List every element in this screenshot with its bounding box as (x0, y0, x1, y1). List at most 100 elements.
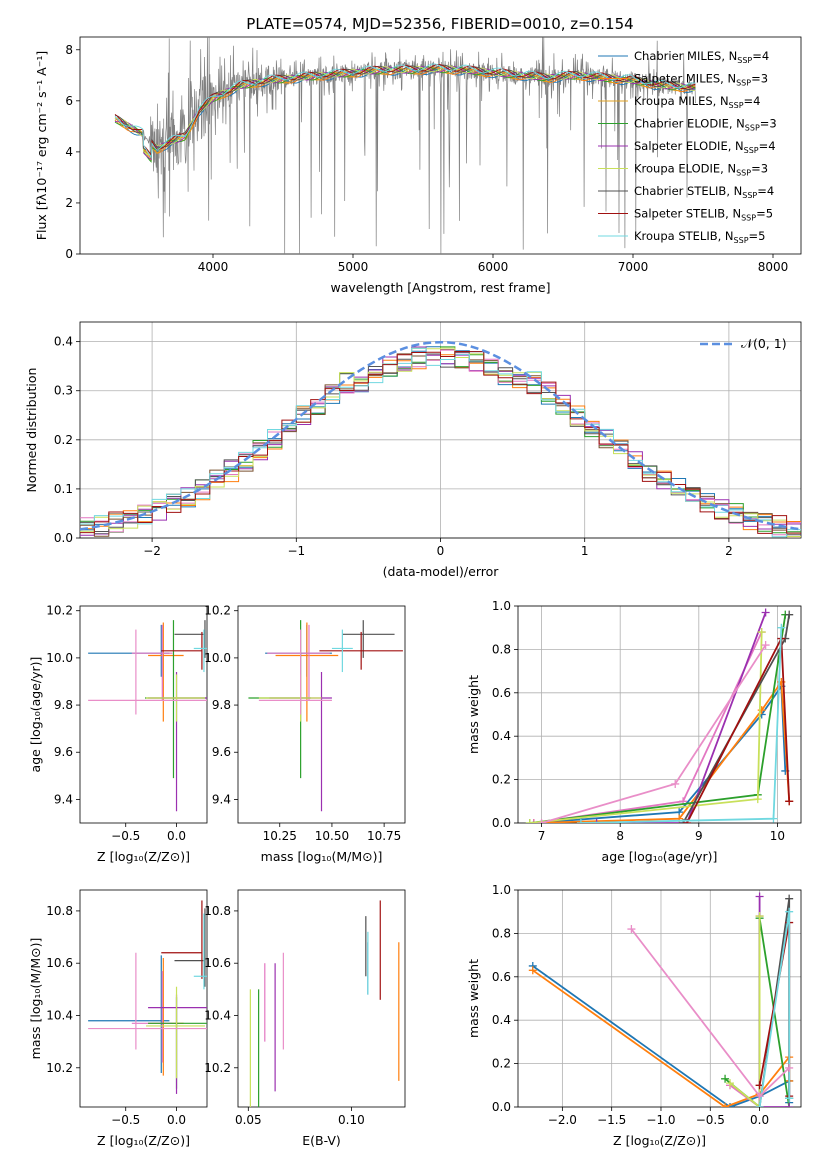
y-tick-label: 10.2 (46, 1061, 73, 1075)
y-axis-label: mass weight (466, 959, 481, 1038)
plot-area (88, 900, 207, 1094)
y-axis-label: Normed distribution (24, 368, 39, 493)
legend-entry-value: =3 (751, 72, 768, 86)
legend-entry-name: Chabrier MILES, N (634, 49, 737, 63)
x-tick-label: −1.0 (646, 1113, 675, 1127)
chart-residuals: −2 −1 0 1 2 0.0 0.1 0.2 0.3 0.4 (data-model)/error… (24, 321, 802, 579)
x-axis-label: Z [log₁₀(Z/Z⊙)] (613, 1133, 706, 1148)
y-axis-label: Flux [fλ10⁻¹⁷ erg cm⁻² s⁻¹ A⁻¹] (34, 51, 49, 240)
y-tick-label: 8 (65, 43, 73, 57)
x-tick-label: 8000 (758, 260, 789, 274)
y-tick-label: 0.4 (54, 335, 73, 349)
legend-entry: Kroupa STELIB, NSSP=5 (634, 229, 765, 245)
x-tick-label: −2.0 (548, 1113, 577, 1127)
chart-age-vs-Z: −0.5 0.0 9.4 9.6 9.8 10.0 10.2 Z [log₁₀(Z/Z⊙)] a… (28, 604, 208, 864)
legend-entry-value: =4 (759, 139, 776, 153)
series-point (785, 907, 794, 916)
plot-area (249, 900, 400, 1107)
x-axis-label: Z [log₁₀(Z/Z⊙)] (97, 1133, 190, 1148)
y-tick-label: 9.4 (212, 792, 231, 806)
y-tick-label: 0.2 (54, 433, 73, 447)
x-tick-label: 10.50 (315, 829, 349, 843)
series-point (755, 1092, 764, 1101)
series-point (525, 819, 534, 823)
series-line-4 (596, 612, 767, 823)
series-line-1 (533, 679, 791, 823)
series-point (671, 779, 680, 788)
y-tick-label: 1.0 (492, 883, 511, 897)
series-point (721, 1074, 730, 1083)
series-point (785, 894, 794, 903)
legend-entry-name: Chabrier ELODIE, N (634, 117, 745, 131)
legend-entry: Chabrier ELODIE, NSSP=3 (634, 117, 777, 133)
plot-area (80, 340, 801, 538)
x-axis-label: Z [log₁₀(Z/Z⊙)] (97, 849, 190, 864)
series-line-3 (724, 918, 791, 1107)
chart-spectrum: 4000 5000 6000 7000 8000 0 2 4 6 8 wavelength [Ang… (34, 36, 802, 295)
x-tick-label: 1 (581, 544, 589, 558)
legend-entry-value: =3 (760, 117, 777, 131)
y-tick-label: 0.4 (492, 1013, 511, 1027)
model-line-4 (114, 66, 696, 161)
legend-entry-name: Chabrier STELIB, N (634, 184, 742, 198)
y-tick-label: 2 (65, 196, 73, 210)
axes-frame (79, 605, 208, 824)
legend-entry-value: =5 (749, 229, 766, 243)
legend-entry-sub: SSP (742, 191, 757, 200)
y-tick-label: 1.0 (492, 599, 511, 613)
series-point (785, 1094, 794, 1103)
series-point (785, 1103, 794, 1107)
legend-entry-name: Salpeter MILES, N (634, 72, 736, 86)
y-tick-label: 0.4 (492, 729, 511, 743)
x-tick-label: 0 (437, 544, 445, 558)
legend-entry: Chabrier MILES, NSSP=4 (634, 49, 769, 65)
x-tick-label: 7 (538, 829, 546, 843)
x-tick-label: −0.5 (111, 829, 140, 843)
spectrum-data (114, 37, 697, 254)
plot-area (248, 620, 403, 812)
plot-area (88, 620, 207, 812)
series-point (761, 608, 770, 617)
chart-mass-weight-vs-age: 7 8 9 10 0.0 0.2 0.4 0.6 0.8 1.0 age [log₁₀(age/yr… (466, 599, 802, 864)
y-axis-label: mass weight (466, 675, 481, 754)
y-tick-label: 0.6 (492, 970, 511, 984)
x-tick-label: −1 (287, 544, 305, 558)
model-line-5 (114, 65, 696, 157)
x-tick-label: 7000 (618, 260, 649, 274)
legend-entry-name: Kroupa STELIB, N (634, 229, 734, 243)
series-point (721, 1103, 730, 1107)
series-point (537, 819, 546, 823)
legend-entry: 𝒩(0, 1) (741, 336, 787, 351)
x-tick-label: 10.75 (367, 829, 401, 843)
legend-entry: Kroupa MILES, NSSP=4 (634, 94, 760, 110)
legend-entry: Chabrier STELIB, NSSP=4 (634, 184, 774, 200)
series-point (753, 795, 762, 804)
series-point (576, 819, 585, 823)
series-point (755, 1103, 764, 1107)
y-tick-label: 10.2 (204, 1061, 231, 1075)
axes-frame (237, 889, 406, 1108)
y-axis-label: mass [log₁₀(M/M⊙)] (28, 938, 43, 1060)
plot-area (114, 37, 697, 254)
x-tick-label: 10 (770, 829, 785, 843)
legend-entry-sub: SSP (745, 124, 760, 133)
x-tick-label: −1.5 (597, 1113, 626, 1127)
series-point (755, 912, 764, 921)
y-tick-label: 9.8 (212, 698, 231, 712)
y-tick-label: 10.4 (46, 1008, 73, 1022)
x-tick-label: −2 (143, 544, 161, 558)
legend-entry-value: =5 (756, 207, 773, 221)
x-tick-label: 6000 (478, 260, 509, 274)
series-point (761, 641, 770, 650)
y-tick-label: 10.6 (204, 956, 231, 970)
series-point (757, 628, 766, 637)
x-tick-label: 4000 (198, 260, 229, 274)
y-tick-label: 10.6 (46, 956, 73, 970)
x-tick-label: −0.5 (696, 1113, 725, 1127)
y-tick-label: 9.8 (54, 698, 73, 712)
plot-area (525, 608, 794, 823)
x-tick-label: 5000 (338, 260, 369, 274)
series-line-5 (729, 916, 761, 1107)
x-axis-label: mass [log₁₀(M/M⊙)] (261, 849, 383, 864)
y-tick-label: 0.6 (492, 686, 511, 700)
